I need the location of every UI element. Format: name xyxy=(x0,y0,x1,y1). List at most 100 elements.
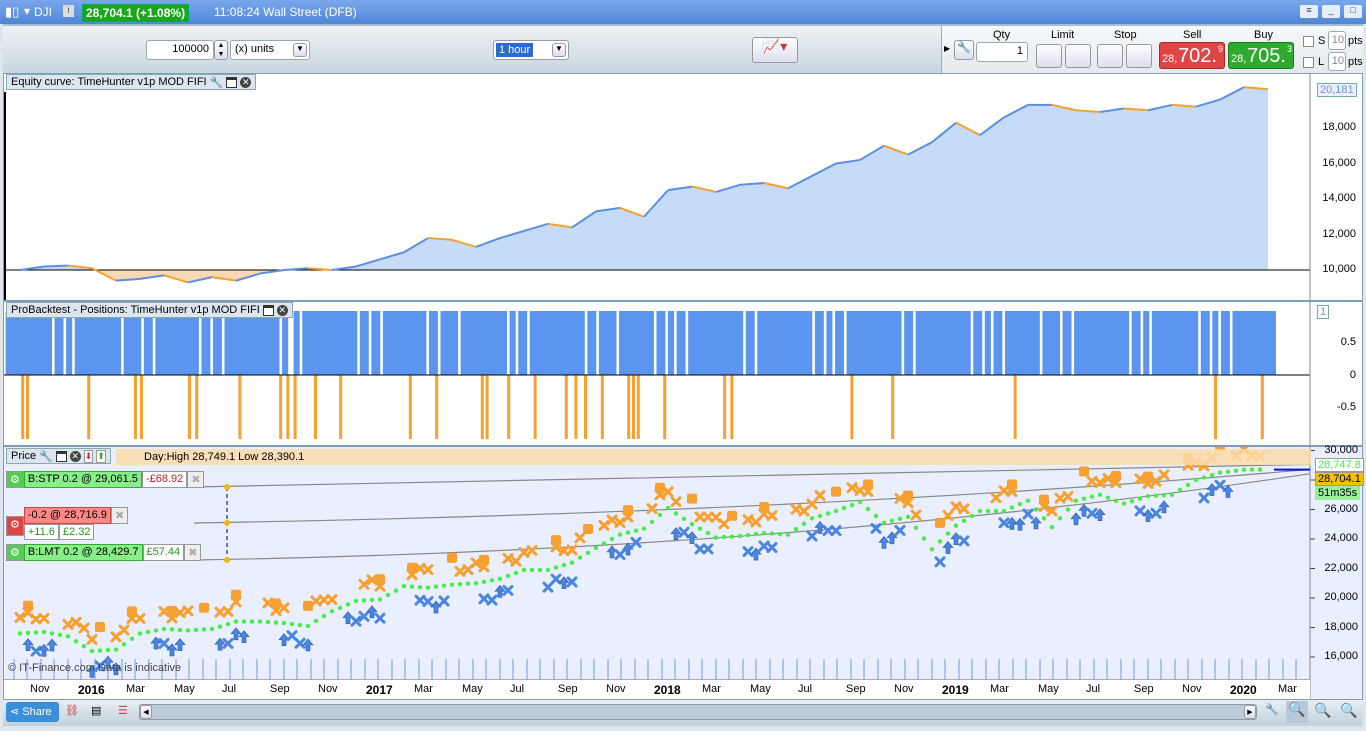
auto-zoom-icon[interactable]: 🔍 xyxy=(1286,701,1308,723)
buy-prefix: 28, xyxy=(1231,53,1247,65)
wrench-icon[interactable]: 🔧 xyxy=(209,76,224,89)
long-position-bar xyxy=(1195,311,1199,375)
indicators-icon[interactable]: ▤ xyxy=(91,705,102,717)
positions-panel-header: ProBacktest - Positions: TimeHunter v1p … xyxy=(6,302,293,318)
symbol-dropdown-icon[interactable]: ▾ xyxy=(24,4,31,18)
chart-link-icon[interactable]: ⛓ xyxy=(65,705,79,717)
scroll-left-icon[interactable]: ◀ xyxy=(140,705,152,719)
long-position-bar xyxy=(310,311,315,375)
menu-icon[interactable]: ≡ xyxy=(1300,5,1318,18)
long-position-bar xyxy=(725,311,729,375)
order-gear-icon[interactable]: ⚙ xyxy=(6,544,24,561)
moving-average-dot xyxy=(913,525,919,530)
moving-average-dot xyxy=(1185,482,1191,488)
long-position-bar xyxy=(1183,311,1187,375)
buy-signal-marker xyxy=(886,531,898,545)
minimize-icon[interactable]: _ xyxy=(1322,5,1340,18)
short-position-bar xyxy=(293,375,297,439)
buy-arrow-icon[interactable]: ⬆ xyxy=(96,449,106,463)
maximize-icon[interactable]: □ xyxy=(1344,5,1362,18)
unit-select[interactable]: (x) units ▼ xyxy=(230,40,310,60)
short-position-bar xyxy=(600,375,604,439)
close-icon[interactable]: ✖ xyxy=(187,471,205,488)
equity-line-segment xyxy=(1123,107,1149,112)
collapse-arrow-icon[interactable]: ▶ xyxy=(944,44,951,53)
moving-average-dot xyxy=(209,626,215,632)
maximize-panel-icon[interactable] xyxy=(55,450,67,462)
position-tag[interactable]: ⚙ -0.2 @ 28,716.9 ✖ +11.6 £2.32 xyxy=(6,507,129,540)
long-position-bar xyxy=(1157,311,1161,375)
long-position-bar xyxy=(549,311,554,375)
horizontal-scrollbar[interactable]: ◀ ▶ xyxy=(139,704,1257,720)
equity-line-segment xyxy=(475,237,501,248)
timeframe-select[interactable]: 1 hour ▼ xyxy=(493,40,569,60)
position-gear-icon[interactable]: ⚙ xyxy=(6,516,24,536)
wrench-icon[interactable]: 🔧 xyxy=(954,40,974,60)
stop-pts-input[interactable]: 10 xyxy=(1328,31,1346,50)
stop-order-alt-icon[interactable] xyxy=(1126,44,1152,68)
size-stepper[interactable]: ▲ ▼ xyxy=(214,40,228,60)
limit-order-alt-icon[interactable] xyxy=(1065,44,1091,68)
zoom-out-icon[interactable]: 🔍 xyxy=(1314,702,1332,718)
moving-average-dot xyxy=(569,560,575,565)
long-position-bar xyxy=(1255,311,1259,375)
long-position-bar xyxy=(492,311,496,375)
buy-signal-marker xyxy=(1158,500,1170,514)
long-position-bar xyxy=(377,311,381,375)
close-panel-icon[interactable]: ✕ xyxy=(240,76,252,88)
order-gear-icon[interactable]: ⚙ xyxy=(6,471,24,488)
info-icon[interactable]: i xyxy=(63,5,74,17)
close-panel-icon[interactable]: ✕ xyxy=(276,304,288,316)
symbol-label[interactable]: DJI xyxy=(34,5,52,19)
short-position-bar xyxy=(584,375,587,439)
maximize-panel-icon[interactable] xyxy=(262,304,274,316)
sell-signal-marker xyxy=(702,511,714,523)
sell-signal-marker xyxy=(326,594,338,606)
maximize-panel-icon[interactable] xyxy=(226,76,238,88)
buy-signal-marker xyxy=(438,595,450,607)
stop-checkbox[interactable] xyxy=(1303,36,1314,47)
long-position-bar xyxy=(115,311,119,375)
depth-icon[interactable]: ☰ xyxy=(118,705,128,717)
moving-average-dot xyxy=(73,639,79,644)
chart-type-icon[interactable]: 📈▾ xyxy=(752,37,798,63)
close-icon[interactable]: ✖ xyxy=(110,507,129,524)
x-tick-label: Sep xyxy=(270,683,290,695)
stop-order-tag[interactable]: ⚙ B:STP 0.2 @ 29,061.5 -£68.92 ✖ xyxy=(6,471,205,488)
stop-order-icon[interactable] xyxy=(1097,44,1123,68)
long-position-bar xyxy=(500,311,505,375)
share-button[interactable]: ⋖ Share xyxy=(6,702,59,722)
moving-average-dot xyxy=(369,597,375,603)
moving-average-dot xyxy=(793,526,799,532)
long-position-bar xyxy=(881,311,885,375)
limit-pts-input[interactable]: 10 xyxy=(1328,52,1346,71)
moving-average-dot xyxy=(481,579,487,584)
long-position-bar xyxy=(452,311,456,375)
chart-settings-icon[interactable]: 🔧 xyxy=(1265,704,1279,716)
close-icon[interactable]: ✖ xyxy=(184,544,202,561)
sell-signal-marker xyxy=(14,611,26,623)
wrench-icon[interactable]: 🔧 xyxy=(39,450,53,463)
long-position-bar xyxy=(570,311,574,375)
long-position-bar xyxy=(94,311,99,375)
close-panel-icon[interactable]: ✕ xyxy=(69,450,81,462)
candlestick-icon[interactable]: ▮▯ xyxy=(5,4,20,19)
sell-signal-marker xyxy=(566,544,578,556)
moving-average-dot xyxy=(1081,496,1087,501)
limit-checkbox[interactable] xyxy=(1303,57,1314,68)
long-position-bar xyxy=(1036,311,1040,375)
limit-order-icon[interactable] xyxy=(1036,44,1062,68)
buy-signal-marker xyxy=(622,542,634,556)
long-position-bar xyxy=(884,311,888,375)
zoom-in-icon[interactable]: 🔍 xyxy=(1340,702,1358,718)
limit-order-tag[interactable]: ⚙ B:LMT 0.2 @ 28,429.7 £57.44 ✖ xyxy=(6,544,202,561)
buy-button[interactable]: 28, 705. 3 xyxy=(1228,42,1294,69)
long-position-bar xyxy=(728,311,732,375)
qty-input[interactable]: 1 xyxy=(976,42,1028,62)
size-input[interactable]: 100000 xyxy=(146,40,214,60)
sell-arrow-icon[interactable]: ⬇ xyxy=(83,449,94,463)
scroll-right-icon[interactable]: ▶ xyxy=(1244,705,1256,719)
moving-average-dot xyxy=(401,584,407,589)
sell-button[interactable]: 28, 702. 9 xyxy=(1159,42,1225,69)
time-market-label: 11:08:24 Wall Street (DFB) xyxy=(214,5,357,19)
